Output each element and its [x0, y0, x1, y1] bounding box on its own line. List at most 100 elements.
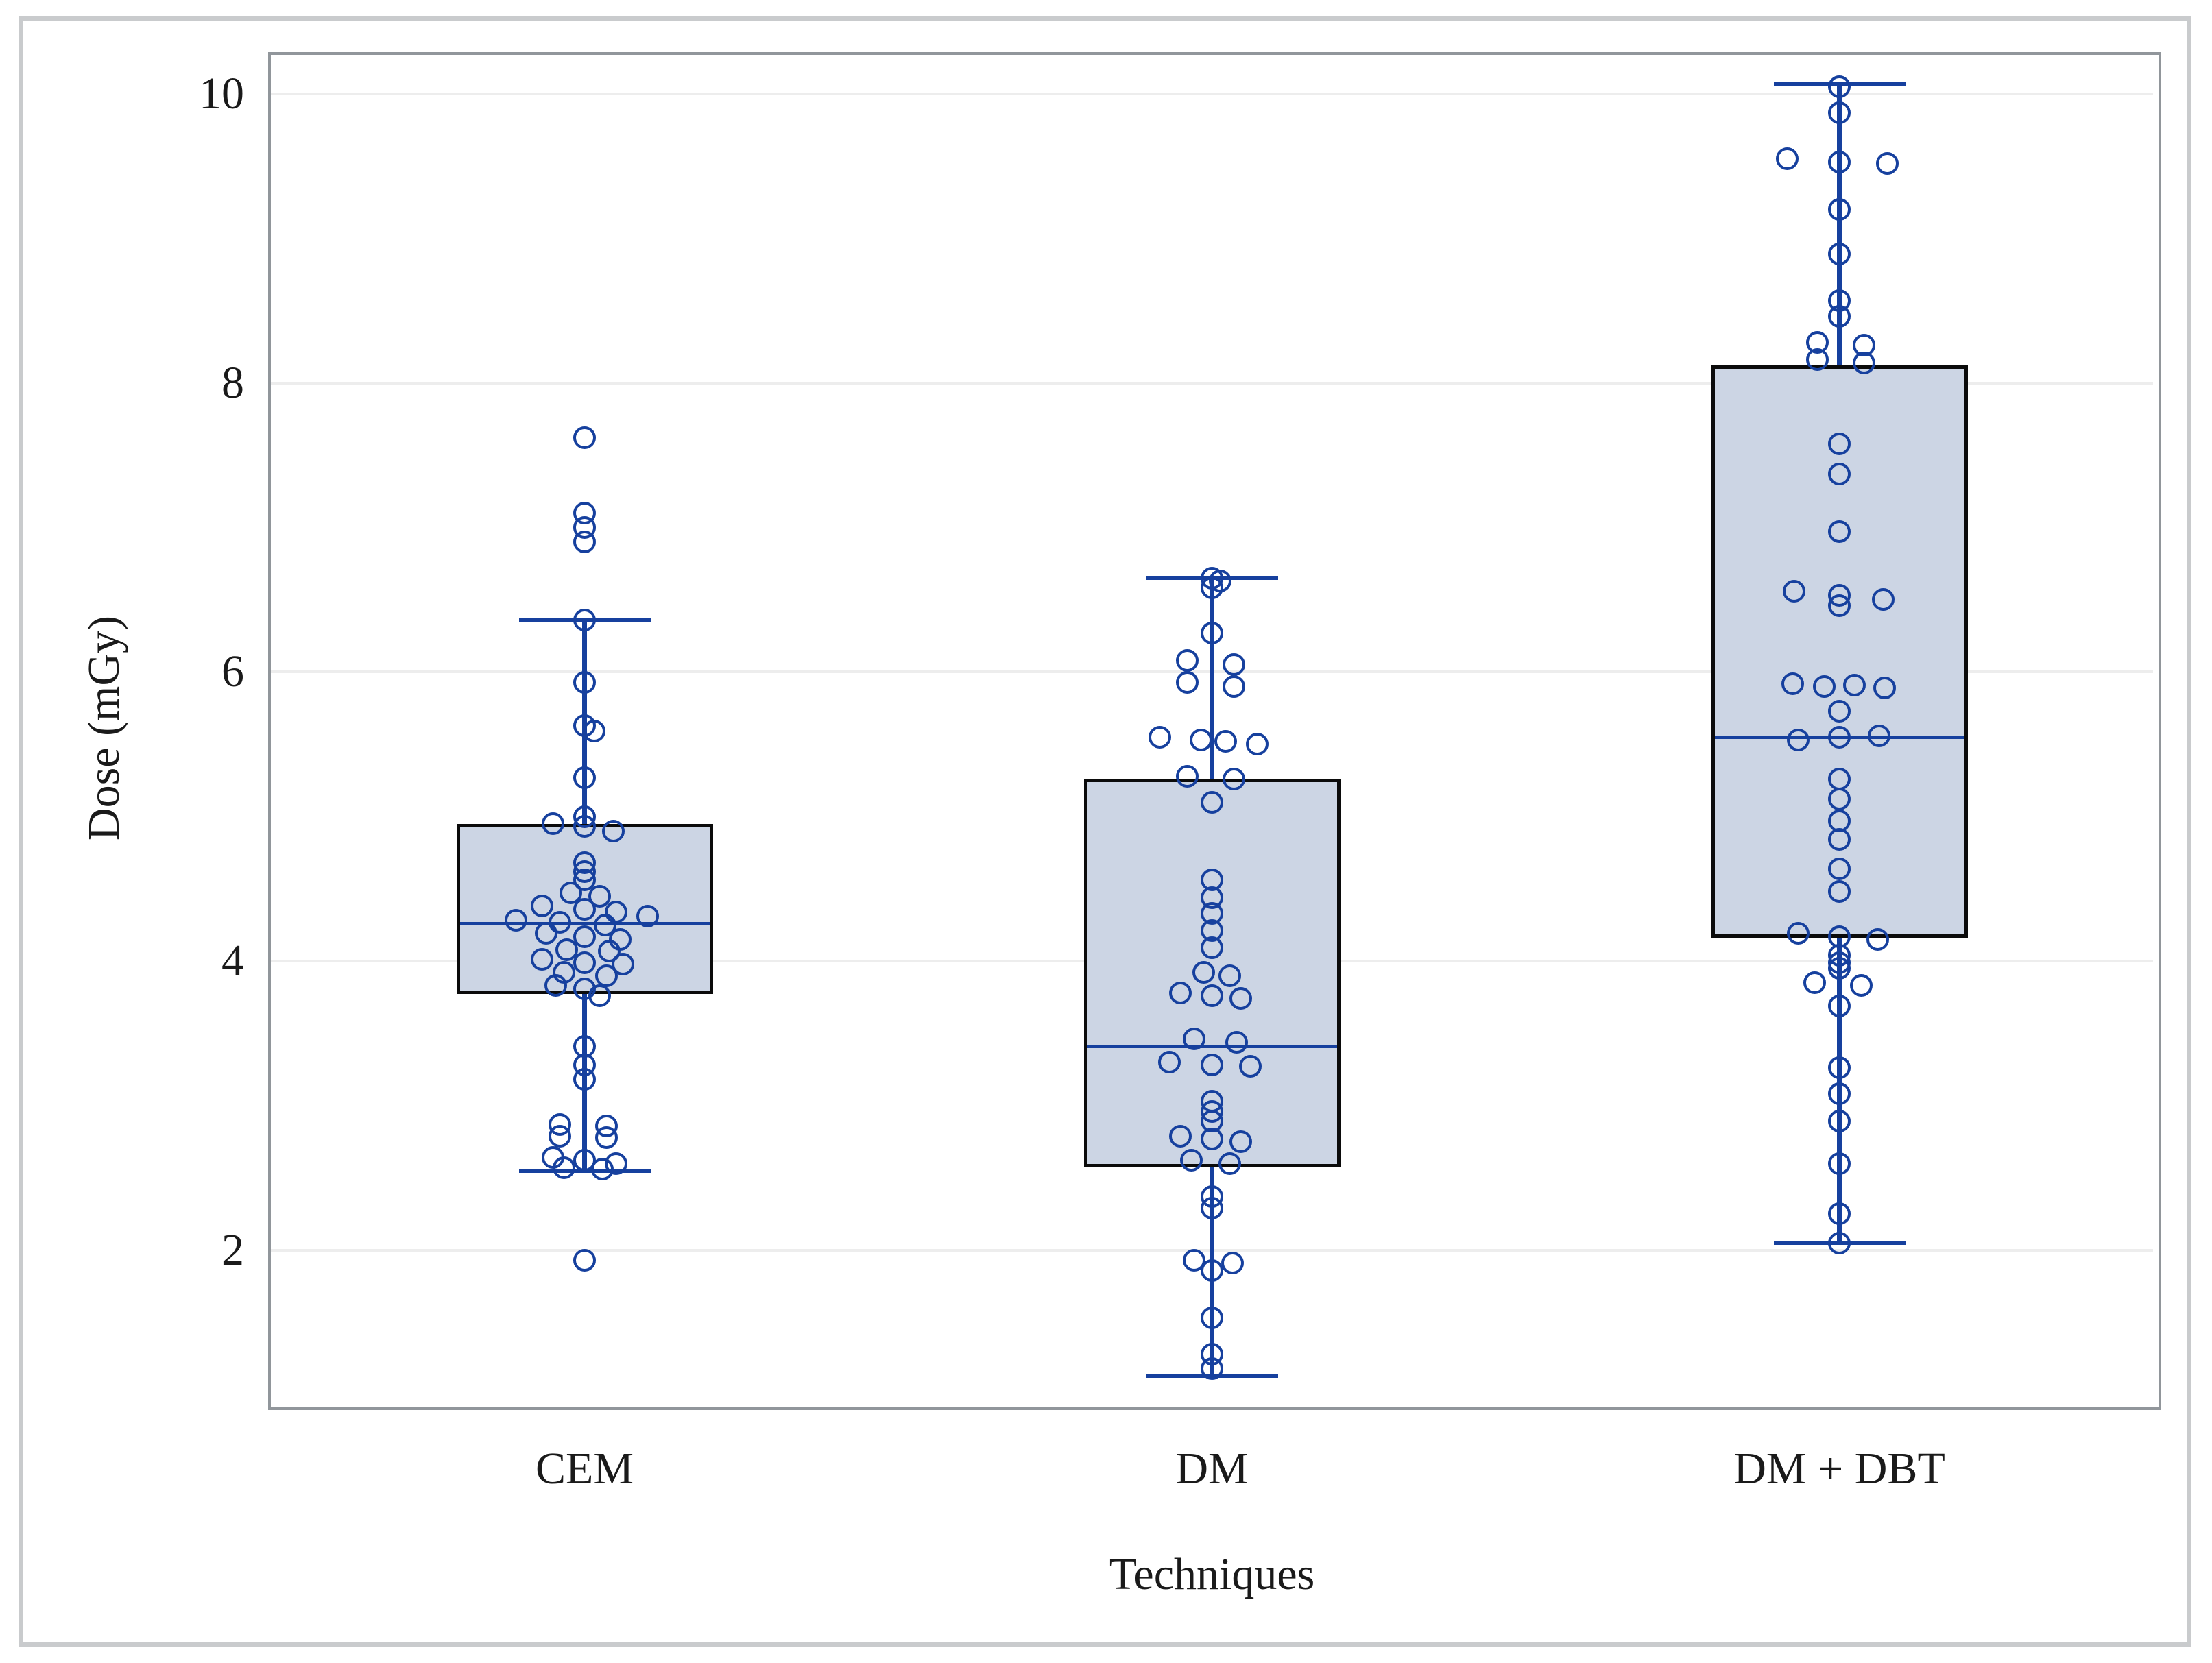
data-point	[1872, 588, 1895, 611]
data-point	[1221, 1252, 1244, 1275]
data-point	[1828, 1056, 1851, 1080]
data-point	[1201, 576, 1223, 600]
data-point	[1853, 351, 1875, 374]
plot-frame	[268, 52, 2161, 1410]
data-point	[1201, 621, 1223, 644]
data-point	[594, 913, 616, 936]
data-point	[1223, 675, 1245, 698]
data-point	[573, 1248, 596, 1272]
data-point	[1787, 728, 1810, 751]
data-point	[1169, 1124, 1192, 1148]
data-point	[1239, 1055, 1262, 1078]
data-point	[1828, 1202, 1851, 1226]
data-point	[531, 948, 553, 971]
data-point	[1828, 1110, 1851, 1133]
data-point	[1223, 653, 1245, 677]
y-tick-label-8: 8	[221, 357, 244, 408]
data-point	[542, 812, 564, 836]
data-point	[1781, 672, 1804, 695]
gridline-y-8	[271, 381, 2153, 385]
data-point	[1783, 579, 1805, 603]
upper-whisker-stem	[1210, 578, 1214, 779]
data-point	[1225, 1030, 1248, 1054]
data-point	[1813, 675, 1836, 698]
data-point	[1828, 767, 1851, 790]
data-point	[1828, 994, 1851, 1017]
data-point	[531, 895, 553, 918]
median-line	[459, 921, 710, 925]
data-point	[1176, 764, 1199, 788]
data-point	[1828, 956, 1851, 980]
data-point	[573, 670, 596, 694]
data-point	[595, 964, 618, 987]
data-point	[602, 819, 625, 842]
data-point	[588, 884, 611, 908]
data-point	[1176, 670, 1199, 694]
data-point	[1828, 462, 1851, 485]
data-point	[1229, 1130, 1252, 1153]
data-point	[1214, 729, 1237, 753]
data-point	[1201, 1196, 1223, 1219]
data-point	[573, 1068, 596, 1091]
data-point	[1223, 767, 1245, 790]
data-point	[1866, 927, 1889, 951]
plot-area	[271, 55, 2153, 1402]
data-point	[1183, 1028, 1205, 1051]
data-point	[612, 952, 634, 975]
data-point	[1806, 348, 1829, 372]
data-point	[1176, 648, 1199, 672]
data-point	[573, 426, 596, 450]
y-tick-label-6: 6	[221, 646, 244, 697]
data-point	[1183, 1248, 1205, 1272]
data-point	[1828, 101, 1851, 124]
data-point	[1201, 1054, 1223, 1077]
data-point	[505, 909, 527, 932]
data-point	[573, 869, 596, 892]
data-point	[1828, 788, 1851, 811]
data-point	[1828, 725, 1851, 749]
data-point	[573, 815, 596, 838]
y-tick-label-10: 10	[199, 68, 244, 119]
data-point	[1201, 1127, 1223, 1150]
data-point	[583, 720, 605, 743]
category-label-cem: CEM	[535, 1444, 634, 1494]
category-label-dm: DM	[1175, 1444, 1249, 1494]
data-point	[1218, 1152, 1241, 1175]
data-point	[1876, 151, 1899, 175]
data-point	[573, 608, 596, 631]
data-point	[591, 1158, 614, 1181]
data-point	[1828, 880, 1851, 903]
data-point	[1828, 594, 1851, 617]
data-point	[1828, 198, 1851, 221]
data-point	[1828, 1082, 1851, 1106]
upper-whisker-stem	[1837, 84, 1842, 366]
data-point	[1190, 728, 1212, 751]
data-point	[1828, 305, 1851, 328]
data-point	[1169, 981, 1192, 1004]
data-point	[1218, 964, 1241, 987]
data-point	[1828, 432, 1851, 455]
data-point	[1192, 961, 1215, 984]
data-point	[1201, 936, 1223, 960]
data-point	[598, 939, 621, 962]
data-point	[544, 974, 567, 997]
data-point	[1776, 147, 1799, 171]
data-point	[1201, 984, 1223, 1008]
data-point	[573, 925, 596, 948]
data-point	[549, 910, 571, 934]
data-point	[1843, 673, 1866, 696]
data-point	[1201, 790, 1223, 814]
median-line	[1087, 1044, 1337, 1048]
data-point	[1828, 857, 1851, 880]
data-point	[1828, 1152, 1851, 1175]
data-point	[560, 882, 582, 905]
data-point	[1828, 520, 1851, 544]
data-point	[595, 1126, 618, 1149]
category-label-dm-dbt: DM + DBT	[1733, 1444, 1945, 1494]
data-point	[1149, 725, 1171, 749]
data-point	[549, 1124, 571, 1148]
data-point	[1201, 1357, 1223, 1380]
data-point	[1850, 974, 1873, 997]
y-tick-label-2: 2	[221, 1224, 244, 1275]
data-point	[555, 938, 578, 961]
